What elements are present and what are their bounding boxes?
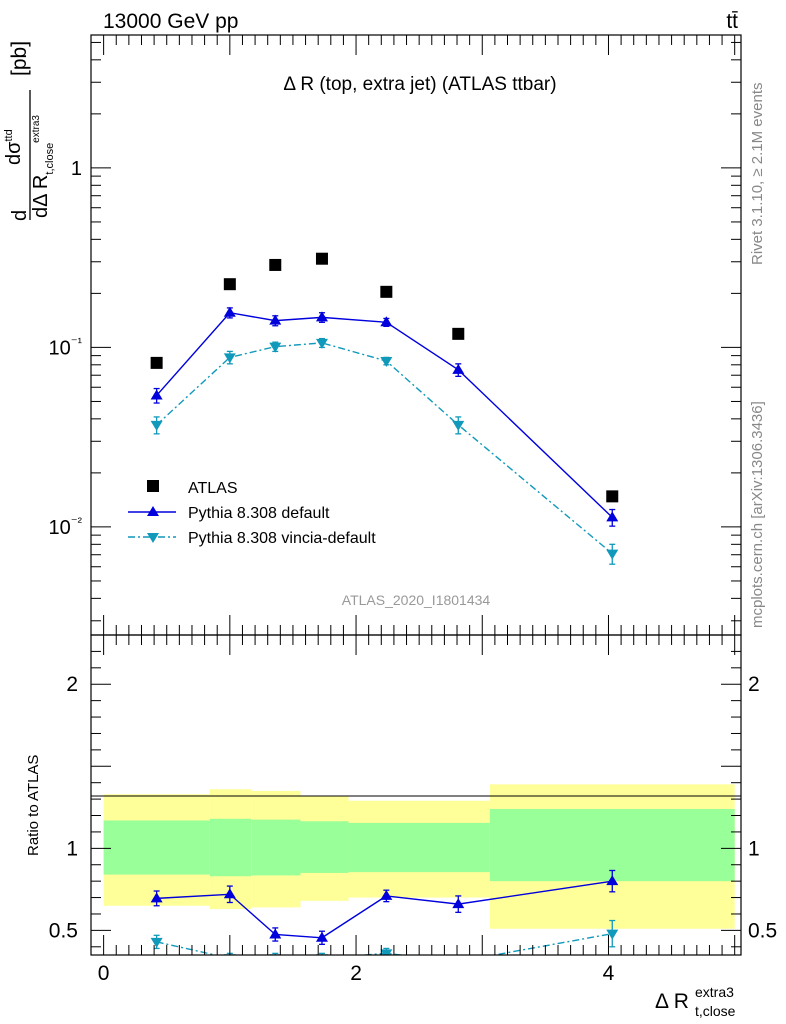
main-point-default-2 (269, 314, 282, 325)
band-inner-0 (103, 820, 210, 875)
xlabel-sub: t,close (695, 1003, 736, 1019)
legend-default-label: Pythia 8.308 default (188, 505, 330, 522)
ratio-ylabel: Ratio to ATLAS (25, 755, 42, 856)
main-point-atlas-1 (223, 278, 236, 291)
main-point-atlas-0 (150, 356, 163, 369)
axis-ticks: 1 10⁻¹ 10⁻² 0 2 4 0.5 0.5 1 1 2 2 (49, 35, 777, 985)
ratio-point-vincia-6 (606, 929, 619, 940)
svg-text:dσttd: dσttd (3, 129, 25, 165)
legend-atlas-marker (147, 480, 159, 492)
ratio-xtick-label-1: 2 (350, 962, 362, 985)
energy-label: 13000 GeV pp (103, 10, 238, 33)
main-ytick-exponent-2: ⁻² (71, 514, 83, 529)
xlabel-main: Δ R (655, 990, 689, 1013)
ratio-series-layer (150, 869, 619, 968)
ratio-ytick-label-left-2: 2 (66, 673, 78, 696)
ratio-point-vincia-1 (223, 954, 236, 955)
main-point-vincia-6 (606, 549, 619, 560)
main-point-vincia-3 (315, 338, 328, 349)
ratio-ytick-label-left-1: 1 (66, 837, 78, 860)
band-inner-2 (251, 819, 301, 876)
band-inner-1 (209, 818, 252, 877)
band-inner-5 (489, 808, 735, 882)
ratio-ytick-label-right-0: 0.5 (748, 919, 777, 942)
ratio-point-vincia-5 (452, 958, 464, 968)
main-line-vincia (156, 342, 613, 555)
mcplots-note: mcplots.cern.ch [arXiv:1306.3436] (749, 401, 766, 628)
ratio-point-vincia-0 (150, 937, 163, 948)
band-inner-3 (300, 821, 349, 873)
main-ytick-label-1: 10⁻¹ (49, 334, 83, 359)
main-point-default-5 (452, 363, 465, 374)
main-point-vincia-0 (150, 420, 163, 431)
main-point-vincia-1 (223, 353, 236, 364)
legend-atlas-label: ATLAS (188, 480, 238, 497)
main-point-atlas-6 (606, 490, 619, 503)
ratio-xtick-label-2: 4 (603, 962, 615, 985)
ratio-ytick-label-left-0: 0.5 (49, 919, 78, 942)
ratio-ytick-label-right-1: 1 (748, 837, 760, 860)
main-ylabel: d dσttd dΔ Rt,closeextra3 [pb] (3, 41, 56, 221)
svg-text:d: d (9, 210, 31, 221)
ratio-point-default-1 (223, 888, 236, 899)
main-point-default-4 (380, 316, 393, 327)
plot-title: Δ R (top, extra jet) (ATLAS ttbar) (283, 74, 556, 95)
ratio-point-default-3 (315, 931, 328, 942)
ratio-point-default-5 (452, 898, 465, 909)
main-ylabel-unit: [pb] (8, 41, 31, 76)
rivet-note: Rivet 3.1.10, ≥ 2.1M events (749, 83, 766, 266)
ratio-frame (90, 634, 742, 956)
main-point-atlas-3 (315, 252, 328, 265)
main-point-atlas-4 (380, 285, 393, 298)
band-inner-4 (348, 822, 490, 873)
ratio-point-default-2 (269, 928, 282, 939)
ratio-point-default-4 (380, 889, 393, 900)
main-ytick-label-2: 10⁻² (49, 514, 83, 539)
ratio-line-vincia (156, 932, 613, 955)
ratio-point-vincia-2 (269, 954, 282, 955)
ratio-point-vincia-4 (380, 949, 393, 955)
main-point-atlas-5 (452, 327, 465, 340)
legend-default-marker (147, 506, 159, 516)
main-point-vincia-4 (380, 357, 393, 368)
main-point-default-3 (315, 311, 328, 322)
main-point-vincia-2 (269, 342, 282, 353)
svg-text:dΔ Rt,closeextra3: dΔ Rt,closeextra3 (30, 115, 56, 218)
main-series-layer (150, 252, 619, 565)
xlabel: Δ R extra3 t,close (655, 984, 736, 1019)
legend-vincia-label: Pythia 8.308 vincia-default (188, 530, 376, 547)
analysis-id: ATLAS_2020_I1801434 (342, 592, 491, 608)
legend-vincia-marker (147, 533, 159, 543)
main-point-vincia-5 (452, 420, 465, 431)
legend: ATLAS Pythia 8.308 default Pythia 8.308 … (128, 480, 376, 547)
main-ytick-exponent-1: ⁻¹ (71, 334, 83, 349)
ratio-point-vincia-3 (315, 954, 328, 955)
ratio-point-default-0 (150, 892, 163, 903)
main-point-atlas-2 (269, 258, 282, 271)
ratio-uncertainty-bands (103, 784, 735, 929)
ratio-point-default-6 (606, 875, 619, 886)
main-point-default-6 (606, 511, 619, 522)
main-point-default-1 (223, 306, 236, 317)
xlabel-sup: extra3 (695, 984, 734, 1000)
process-label: tt̄ (726, 10, 738, 33)
main-point-default-0 (150, 389, 163, 400)
ratio-ytick-label-right-2: 2 (748, 673, 760, 696)
ratio-xtick-label-0: 0 (98, 962, 110, 985)
main-ytick-label-0: 1 (71, 158, 82, 180)
